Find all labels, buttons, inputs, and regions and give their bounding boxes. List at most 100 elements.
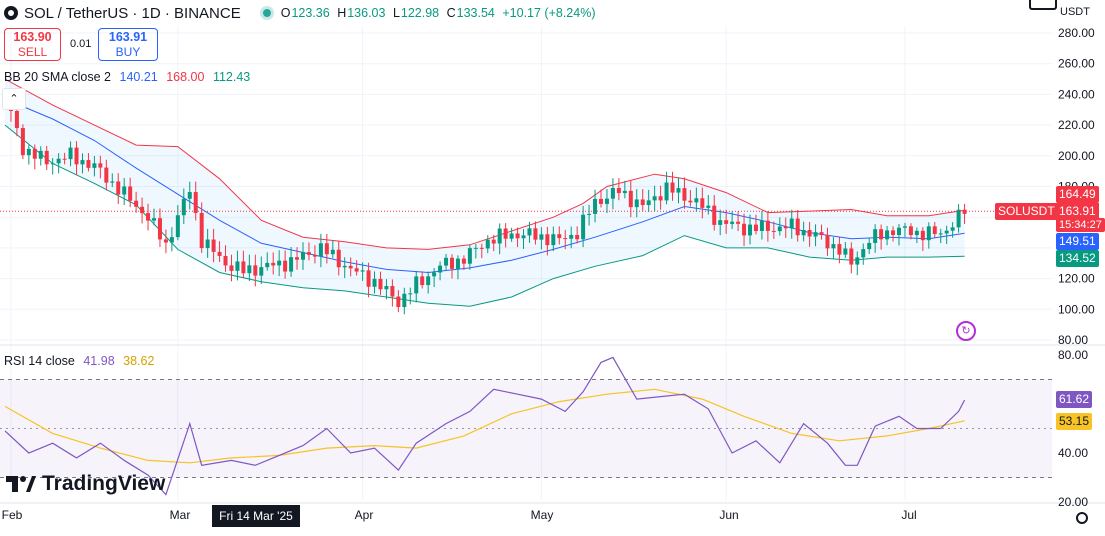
candle-body (152, 218, 156, 221)
candle-body (38, 150, 43, 159)
candle-body (694, 198, 699, 203)
candle-body (444, 257, 449, 266)
candle-body (557, 234, 562, 239)
time-label-may: May (530, 508, 554, 522)
candle-body (885, 230, 890, 240)
candle-body (414, 276, 419, 294)
collapse-legend-icon[interactable]: ⌃ (2, 88, 26, 110)
candle-body (628, 190, 633, 208)
candle-body (92, 163, 97, 168)
candle-body (610, 187, 615, 199)
candle-body (122, 186, 127, 195)
bb-upper-value: 168.00 (166, 70, 205, 84)
open-value: 123.36 (291, 6, 330, 20)
candle-body (187, 192, 192, 199)
time-label-mar: Mar (169, 508, 191, 522)
candle-body (175, 215, 180, 238)
high-value: 136.03 (347, 6, 386, 20)
price-tick-label: 240.00 (1058, 87, 1095, 101)
candle-body (831, 244, 836, 249)
candle-body (193, 192, 198, 213)
bb-legend[interactable]: BB 20 SMA close 2 140.21 168.00 112.43 (4, 70, 255, 84)
candle-body (724, 220, 729, 224)
price-tick-label: 220.00 (1058, 118, 1095, 132)
tradingview-logo: TradingView (6, 472, 165, 496)
candle-body (879, 229, 884, 240)
candle-body (473, 247, 478, 249)
candle-body (312, 254, 317, 257)
candle-body (229, 265, 234, 271)
candle-body (593, 198, 598, 214)
axis-currency[interactable]: USDT (1060, 6, 1090, 18)
candle-body (938, 233, 943, 235)
candle-body (789, 218, 794, 229)
candle-body (908, 226, 913, 236)
candle-body (521, 235, 526, 239)
candle-body (700, 198, 705, 208)
rsi-ma-tag: 53.15 (1056, 413, 1093, 430)
candle-body (914, 230, 919, 236)
candle-body (742, 223, 747, 236)
candle-body (354, 268, 359, 272)
symbol-title[interactable]: SOL / TetherUS · 1D · BINANCE (24, 4, 241, 22)
candle-body (104, 167, 109, 183)
price-tick-label: 100.00 (1058, 302, 1095, 316)
candle-body (634, 199, 639, 208)
candle-body (855, 257, 860, 265)
candle-body (736, 221, 741, 224)
candle-body (420, 276, 425, 286)
candle-body (324, 243, 329, 255)
solana-icon (4, 6, 18, 20)
candle-body (748, 224, 752, 236)
sell-price: 163.90 (13, 30, 52, 44)
ohlc-values: O123.36 H136.03 L122.98 C133.54 +10.17 (… (280, 6, 596, 20)
candle-body (426, 276, 431, 286)
symbol-tag: SOLUSDT (995, 203, 1058, 220)
candle-body (438, 265, 443, 273)
candle-body (378, 278, 383, 290)
candle-body (74, 147, 79, 165)
sell-button[interactable]: 163.90 SELL (4, 28, 61, 61)
market-status-icon[interactable] (262, 9, 271, 17)
candle-body (759, 220, 764, 231)
time-label-jul: Jul (901, 508, 917, 522)
candle-body (902, 226, 907, 228)
candle-body (551, 234, 556, 246)
candle-body (467, 248, 472, 264)
candle-body (86, 160, 91, 168)
candle-body (950, 227, 955, 231)
candle-body (20, 128, 25, 156)
gear-icon[interactable] (1076, 512, 1088, 524)
candle-body (640, 199, 645, 206)
bb-band-fill (5, 79, 965, 307)
candle-body (366, 270, 371, 287)
candle-body (801, 229, 806, 236)
replay-icon[interactable]: ↻ (956, 321, 976, 341)
candle-body (80, 160, 85, 165)
candle-body (408, 293, 413, 295)
candle-body (396, 296, 401, 308)
bb-lower-value: 112.43 (212, 70, 251, 84)
tradingview-logo-icon (6, 476, 36, 492)
buy-button[interactable]: 163.91 BUY (98, 28, 158, 61)
rsi-name: RSI 14 close (4, 354, 75, 368)
candle-body (390, 285, 395, 297)
candle-body (199, 212, 204, 249)
candle-body (402, 293, 407, 308)
candle-body (44, 150, 49, 165)
candle-body (730, 221, 735, 224)
currency-toggle-icon[interactable] (1029, 0, 1057, 10)
change-value: +10.17 (+8.24%) (502, 6, 596, 20)
candle-body (569, 234, 574, 239)
rsi-line (4, 356, 966, 496)
rsi-legend[interactable]: RSI 14 close 41.98 38.62 (4, 354, 159, 368)
candle-body (712, 205, 717, 225)
candle-body (26, 148, 31, 156)
candle-body (330, 249, 335, 255)
candle-body (509, 233, 514, 239)
sell-label: SELL (17, 45, 48, 59)
candle-body (128, 186, 133, 201)
candle-body (932, 226, 937, 234)
candle-body (181, 198, 186, 216)
low-value: 122.98 (400, 6, 440, 20)
